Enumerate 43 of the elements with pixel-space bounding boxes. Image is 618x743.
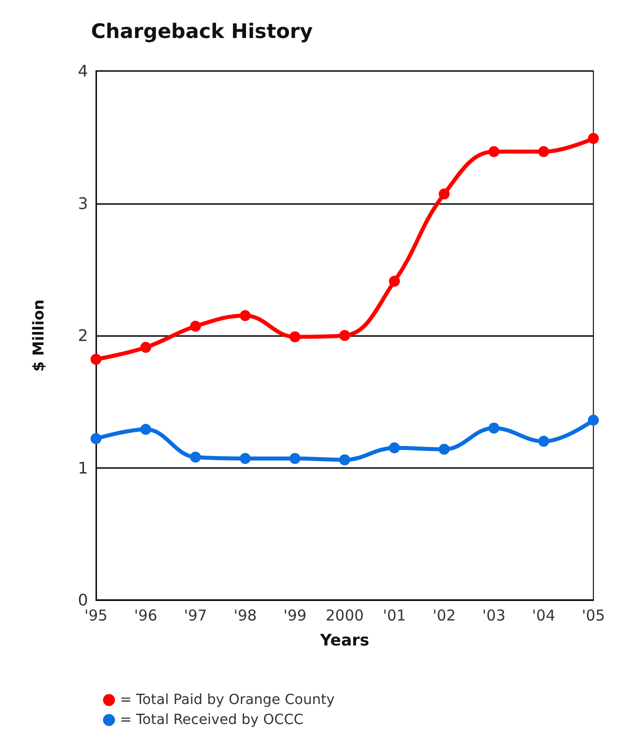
x-tick-label: '97 xyxy=(184,606,208,624)
legend-label: = Total Received by OCCC xyxy=(120,712,304,728)
point xyxy=(588,132,599,144)
y-tick-label: 1 xyxy=(78,458,88,478)
y-tick-label: 4 xyxy=(78,62,88,80)
point xyxy=(388,276,400,287)
point xyxy=(289,331,300,342)
legend-label: = Total Paid by Orange County xyxy=(120,692,335,708)
x-tick-label: '04 xyxy=(532,606,556,624)
x-tick-label: '02 xyxy=(432,606,456,624)
x-tick-label: '05 xyxy=(582,606,606,624)
x-tick-label: '95 xyxy=(84,606,108,624)
point xyxy=(538,436,550,447)
point xyxy=(240,452,251,464)
x-tick-label: '99 xyxy=(283,606,307,624)
y-axis-title: $ Million xyxy=(30,299,48,372)
y-tick-label: 3 xyxy=(78,194,88,213)
x-tick-label: '01 xyxy=(382,606,406,624)
point xyxy=(488,146,500,158)
x-tick-label: '98 xyxy=(234,606,257,624)
x-tick-label: '03 xyxy=(482,606,506,624)
point xyxy=(289,452,300,464)
point xyxy=(240,310,251,322)
point xyxy=(538,146,550,158)
x-axis-title: Years xyxy=(319,630,370,650)
point xyxy=(90,433,102,444)
point xyxy=(190,320,201,332)
y-tick-label: 2 xyxy=(78,326,88,345)
point xyxy=(438,444,450,455)
point xyxy=(388,442,400,454)
point xyxy=(90,354,102,365)
point xyxy=(438,188,450,200)
x-tick-label: 2000 xyxy=(326,606,364,624)
point xyxy=(190,452,201,463)
point xyxy=(488,422,500,434)
point xyxy=(140,424,152,435)
point xyxy=(588,414,599,426)
x-tick-label: '96 xyxy=(134,606,158,624)
point xyxy=(339,330,350,341)
point xyxy=(140,342,152,353)
y-tick-label: 0 xyxy=(78,590,88,610)
point xyxy=(339,454,350,466)
chart-title: Chargeback History xyxy=(91,19,313,43)
